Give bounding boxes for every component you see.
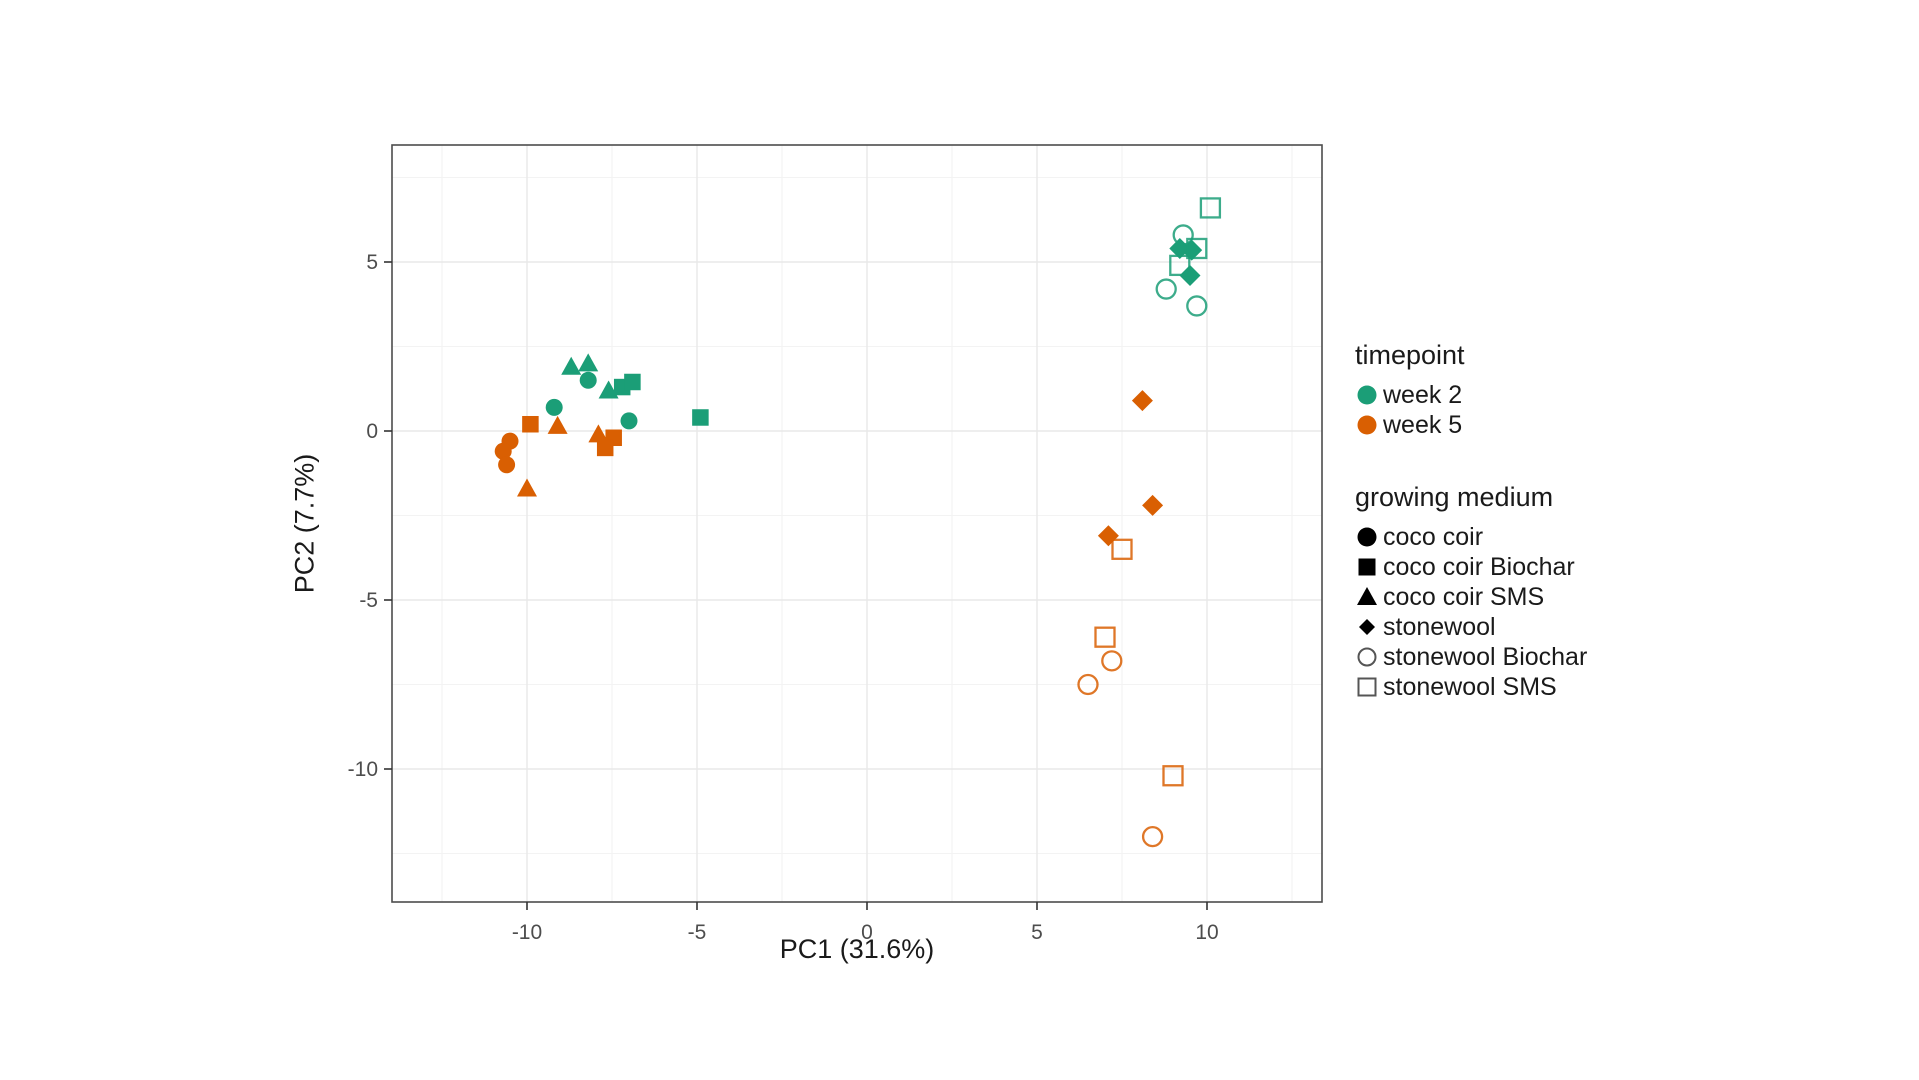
filled-triangle-key-icon xyxy=(1357,587,1377,605)
legend-item-label: stonewool SMS xyxy=(1383,672,1557,701)
data-point xyxy=(1077,673,1099,696)
legend-item: coco coir Biochar xyxy=(1355,552,1587,582)
data-point xyxy=(545,398,563,416)
filled-circle-key-icon xyxy=(1357,527,1377,547)
data-point xyxy=(624,373,641,391)
legend-item: coco coir SMS xyxy=(1355,582,1587,612)
legend-item-label: coco coir SMS xyxy=(1383,582,1545,611)
data-point xyxy=(1142,494,1164,516)
filled-circle-icon xyxy=(1357,385,1377,405)
data-point xyxy=(588,424,609,443)
filled-square-icon xyxy=(1358,558,1376,576)
x-tick-label: 10 xyxy=(1195,921,1218,944)
data-point xyxy=(1111,538,1133,560)
data-point xyxy=(620,412,638,430)
plot-panel xyxy=(392,145,1322,902)
legend-item: stonewool Biochar xyxy=(1355,642,1587,672)
legend-item-label: coco coir xyxy=(1383,522,1484,551)
legend: timepoint week 2 week 5 growing medium coco … xyxy=(1355,338,1587,742)
data-point xyxy=(598,380,619,399)
legend-group: growing medium coco coir coco coir Biochar… xyxy=(1355,480,1587,702)
filled-circle-key-icon xyxy=(1357,415,1377,435)
legend-title: growing medium xyxy=(1355,482,1554,512)
filled-circle-key-icon xyxy=(1357,385,1377,405)
legend-item: coco coir xyxy=(1355,522,1587,552)
filled-triangle-icon xyxy=(1357,587,1377,605)
x-tick-label: -5 xyxy=(688,921,707,944)
data-point xyxy=(1097,525,1119,547)
y-tick-label: -10 xyxy=(348,758,378,781)
data-point xyxy=(692,409,709,426)
x-axis-title: PC1 (31.6%) xyxy=(779,934,935,964)
data-point xyxy=(1186,295,1208,317)
data-point xyxy=(561,356,582,375)
legend-title: timepoint xyxy=(1355,340,1465,370)
data-point xyxy=(1169,254,1191,277)
data-point xyxy=(1094,626,1116,648)
x-tick-label: 0 xyxy=(861,921,873,944)
data-point xyxy=(1155,278,1177,300)
legend-item: week 5 xyxy=(1355,410,1587,440)
filled-square-key-icon xyxy=(1358,558,1376,576)
open-square-key-icon xyxy=(1357,677,1377,697)
y-tick-label: -5 xyxy=(359,589,378,612)
x-tick-label: -10 xyxy=(512,921,542,944)
open-square-icon xyxy=(1357,677,1377,697)
filled-circle-icon xyxy=(1357,415,1377,435)
data-point xyxy=(1101,650,1123,672)
data-point xyxy=(578,353,599,372)
filled-circle-icon xyxy=(1357,527,1377,547)
y-tick-label: 5 xyxy=(366,251,378,274)
filled-diamond-key-icon xyxy=(1359,619,1375,635)
y-tick-label: 0 xyxy=(366,420,378,443)
data-point xyxy=(522,415,539,433)
data-point xyxy=(1131,390,1153,412)
data-point xyxy=(1141,825,1164,848)
legend-item-label: stonewool xyxy=(1383,612,1496,641)
data-point xyxy=(494,442,512,460)
legend-item: stonewool SMS xyxy=(1355,672,1587,702)
y-axis-title: PC2 (7.7%) xyxy=(289,453,320,594)
legend-item-label: week 2 xyxy=(1383,380,1463,409)
x-tick-label: 5 xyxy=(1031,921,1043,944)
data-point xyxy=(596,439,614,457)
data-point xyxy=(498,456,516,474)
legend-item-label: week 5 xyxy=(1383,410,1463,439)
legend-item-label: coco coir Biochar xyxy=(1383,552,1575,581)
filled-diamond-icon xyxy=(1359,619,1375,635)
data-point xyxy=(1199,197,1222,219)
open-circle-icon xyxy=(1357,647,1377,667)
data-point xyxy=(1172,224,1194,246)
panel-border xyxy=(391,144,1323,903)
open-circle-key-icon xyxy=(1357,647,1377,667)
data-point xyxy=(1186,237,1208,260)
data-point xyxy=(547,415,568,434)
legend-group: timepoint week 2 week 5 xyxy=(1355,338,1587,440)
legend-item: stonewool xyxy=(1355,612,1587,642)
data-point xyxy=(517,478,537,497)
data-point xyxy=(1162,765,1184,787)
legend-item-label: stonewool Biochar xyxy=(1383,642,1588,671)
data-point xyxy=(579,371,597,389)
legend-item: week 2 xyxy=(1355,380,1587,410)
